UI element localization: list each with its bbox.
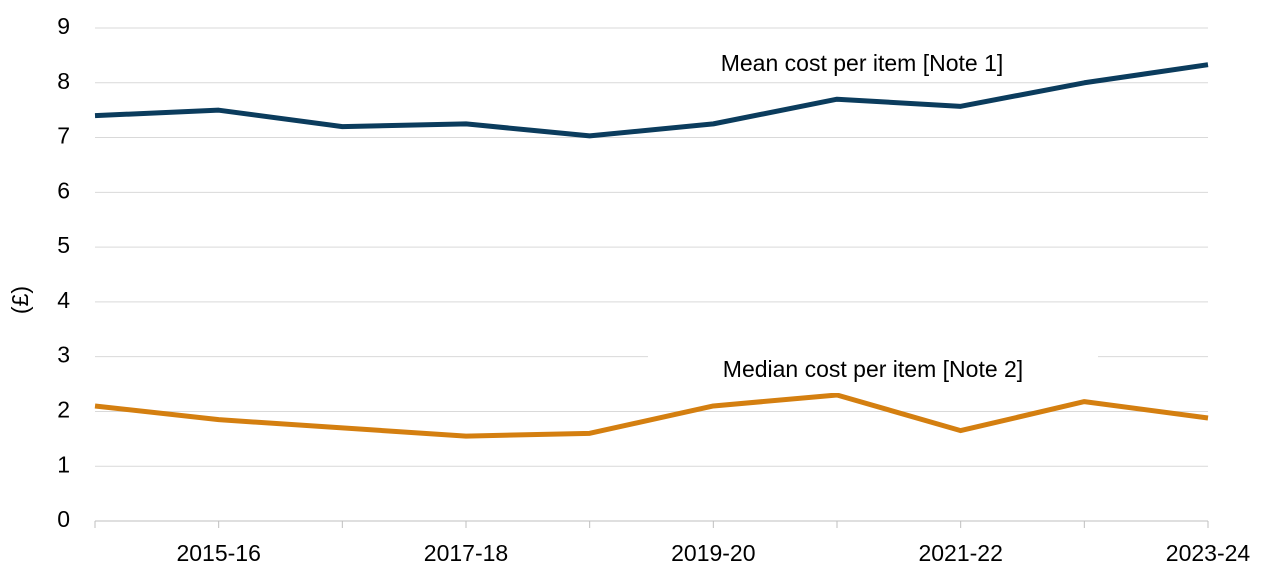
x-tick-label: 2023-24 [1166,540,1251,566]
x-tick-label: 2015-16 [176,540,260,566]
y-tick-label: 2 [57,397,70,423]
y-axis-label: (£) [7,286,33,314]
y-tick-label: 0 [57,506,70,532]
y-tick-label: 4 [57,287,70,313]
y-tick-label: 8 [57,68,70,94]
line [94,62,1209,139]
y-tick-label: 7 [57,123,70,149]
x-tick-label: 2017-18 [424,540,508,566]
line [94,392,1209,439]
x-tick-label: 2019-20 [671,540,755,566]
series-label: Mean cost per item [Note 1] [721,50,1004,76]
y-tick-label: 9 [57,13,70,39]
y-tick-label: 6 [57,177,70,203]
x-tick-label: 2021-22 [918,540,1002,566]
y-tick-label: 5 [57,232,70,258]
label-background [648,349,1098,393]
y-tick-label: 3 [57,342,70,368]
series-label: Median cost per item [Note 2] [723,356,1023,382]
y-tick-label: 1 [57,451,70,477]
